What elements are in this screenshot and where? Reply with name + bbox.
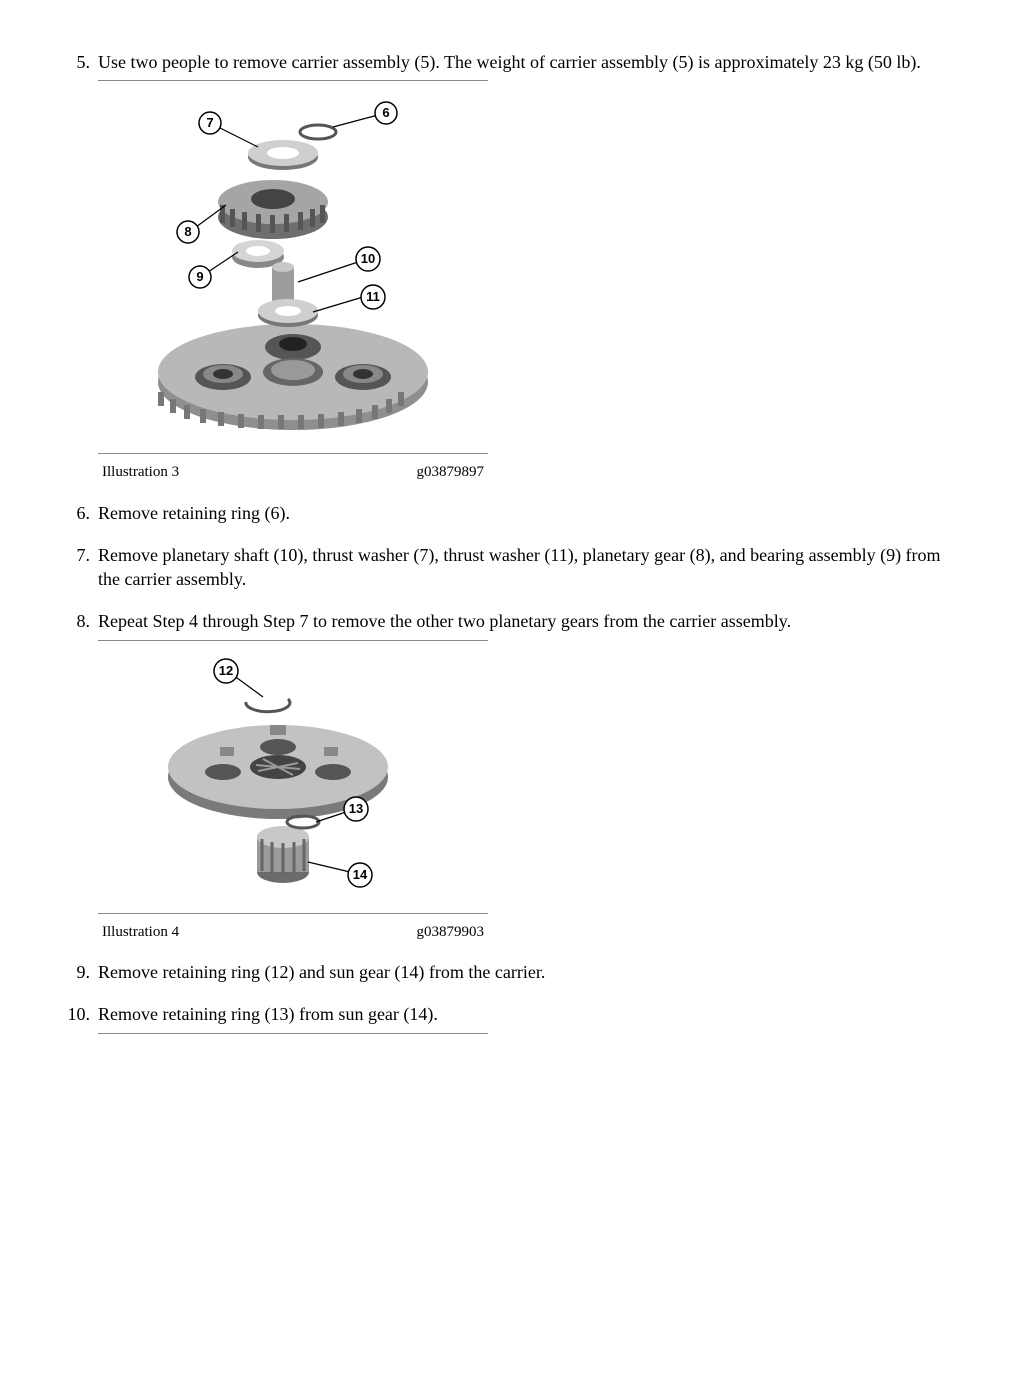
illustration-4: 12 13 14: [128, 647, 458, 907]
svg-text:13: 13: [349, 801, 363, 816]
step-text: Remove retaining ring (13) from sun gear…: [98, 1004, 438, 1024]
step-text: Use two people to remove carrier assembl…: [98, 52, 921, 72]
figure-rule-bottom: [98, 913, 488, 914]
step-number: 7.: [50, 543, 98, 592]
figure-label: Illustration 3: [102, 462, 179, 482]
figure-rule-bottom: [98, 453, 488, 454]
step-number: 9.: [50, 960, 98, 984]
svg-text:8: 8: [184, 224, 191, 239]
step-body: Remove retaining ring (13) from sun gear…: [98, 1002, 954, 1037]
step-body: Remove retaining ring (12) and sun gear …: [98, 960, 954, 984]
step-number: 6.: [50, 501, 98, 525]
figure-trailing-block: [98, 1033, 488, 1034]
svg-text:6: 6: [382, 105, 389, 120]
step-text: Remove retaining ring (12) and sun gear …: [98, 962, 545, 982]
figure-code: g03879903: [417, 922, 485, 942]
step-body: Remove planetary shaft (10), thrust wash…: [98, 543, 954, 592]
figure-code: g03879897: [417, 462, 485, 482]
step-body: Repeat Step 4 through Step 7 to remove t…: [98, 609, 954, 942]
procedure-list: 5. Use two people to remove carrier asse…: [50, 50, 954, 1038]
step-body: Remove retaining ring (6).: [98, 501, 954, 525]
step-6: 6. Remove retaining ring (6).: [50, 501, 954, 525]
step-8: 8. Repeat Step 4 through Step 7 to remov…: [50, 609, 954, 942]
svg-text:9: 9: [196, 269, 203, 284]
figure-label: Illustration 4: [102, 922, 179, 942]
figure-4-caption: Illustration 4 g03879903: [98, 922, 488, 942]
figure-rule-top: [98, 1033, 488, 1034]
step-text: Remove planetary shaft (10), thrust wash…: [98, 545, 941, 589]
step-10: 10. Remove retaining ring (13) from sun …: [50, 1002, 954, 1037]
step-number: 5.: [50, 50, 98, 483]
step-number: 8.: [50, 609, 98, 942]
step-text: Repeat Step 4 through Step 7 to remove t…: [98, 611, 791, 631]
svg-text:12: 12: [219, 663, 233, 678]
step-text: Remove retaining ring (6).: [98, 503, 290, 523]
figure-3-caption: Illustration 3 g03879897: [98, 462, 488, 482]
step-body: Use two people to remove carrier assembl…: [98, 50, 954, 483]
figure-3-block: 6 7 8 9 10 11 Illustration: [98, 80, 488, 482]
step-9: 9. Remove retaining ring (12) and sun ge…: [50, 960, 954, 984]
step-5: 5. Use two people to remove carrier asse…: [50, 50, 954, 483]
figure-rule-top: [98, 80, 488, 81]
svg-text:10: 10: [361, 251, 375, 266]
figure-4-block: 12 13 14 Illustration 4 g03879903: [98, 640, 488, 942]
figure-rule-top: [98, 640, 488, 641]
illustration-3: 6 7 8 9 10 11: [128, 87, 458, 447]
svg-text:11: 11: [366, 289, 380, 304]
svg-text:7: 7: [206, 115, 213, 130]
svg-text:14: 14: [353, 867, 368, 882]
step-number: 10.: [50, 1002, 98, 1037]
step-7: 7. Remove planetary shaft (10), thrust w…: [50, 543, 954, 592]
